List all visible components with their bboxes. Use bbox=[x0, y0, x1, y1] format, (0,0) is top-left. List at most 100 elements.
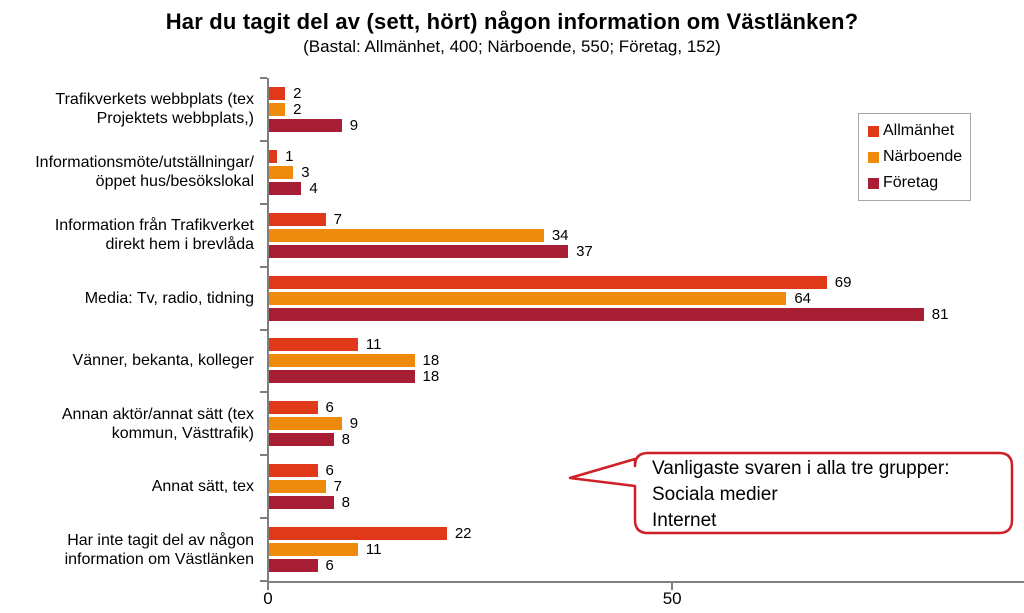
bar-row: 18 bbox=[269, 368, 1024, 386]
y-axis-tick bbox=[260, 265, 267, 268]
bar-Företag bbox=[269, 118, 342, 132]
bar-value-label: 9 bbox=[349, 415, 359, 433]
bar-Företag bbox=[269, 433, 334, 447]
x-axis-line bbox=[267, 581, 1024, 583]
callout-line: Vanligaste svaren i alla tre grupper: bbox=[652, 458, 950, 479]
category-label: Annat sätt, tex bbox=[151, 478, 254, 496]
bar-Allmänhet bbox=[269, 464, 318, 478]
bar-group: 11 18 18 bbox=[269, 330, 1024, 393]
bar-Företag bbox=[269, 181, 302, 195]
legend-swatch-icon bbox=[868, 151, 879, 163]
bar-value-label: 11 bbox=[365, 336, 382, 354]
bar-group: 22 11 6 bbox=[269, 518, 1024, 581]
legend-swatch-icon bbox=[868, 125, 879, 137]
bar-value-label: 18 bbox=[422, 368, 440, 386]
bar-value-label: 37 bbox=[576, 242, 593, 260]
bar-Allmänhet bbox=[269, 401, 318, 415]
legend-item: Allmänhet bbox=[868, 122, 970, 140]
bar-value-label: 64 bbox=[794, 289, 812, 307]
bar-row: 81 bbox=[269, 306, 1024, 323]
bar-row: 11 bbox=[269, 541, 1024, 558]
category-label: Trafikverkets webbplats (tex Projektets w… bbox=[55, 91, 254, 128]
bar-row: 4 bbox=[269, 179, 1024, 197]
y-axis-tick bbox=[260, 580, 267, 582]
bar-row: 18 bbox=[269, 352, 1024, 370]
bar-row: 2 bbox=[269, 84, 1024, 102]
category-axis-labels: Trafikverkets webbplats (tex Projektets w… bbox=[0, 78, 256, 581]
x-axis-tick-label: 0 bbox=[263, 589, 273, 608]
bar-value-label: 4 bbox=[309, 179, 318, 197]
bar-row: 6 bbox=[269, 557, 1024, 575]
bar-Allmänhet bbox=[269, 527, 447, 541]
bar-row: 37 bbox=[269, 242, 1024, 260]
legend-label: Företag bbox=[883, 174, 939, 191]
legend-label: Allmänhet bbox=[883, 122, 955, 139]
bar-value-label: 9 bbox=[349, 116, 359, 134]
x-axis-tick bbox=[267, 583, 269, 590]
bar-Allmänhet bbox=[269, 212, 326, 226]
bar-row: 22 bbox=[269, 525, 1024, 543]
bar-row: 7 bbox=[269, 478, 1024, 496]
bar-value-label: 34 bbox=[551, 226, 569, 244]
bar-row: 64 bbox=[269, 289, 1024, 307]
bar-value-label: 6 bbox=[325, 399, 334, 417]
bar-row: 7 bbox=[269, 210, 1024, 228]
bar-value-label: 8 bbox=[341, 494, 350, 512]
bar-Företag bbox=[269, 370, 415, 384]
bar-value-label: 1 bbox=[285, 147, 294, 165]
bar-row: 1 bbox=[269, 147, 1024, 165]
bar-row: 9 bbox=[269, 116, 1024, 134]
y-axis-tick bbox=[260, 139, 267, 142]
bar-Företag bbox=[269, 244, 569, 258]
legend-label: Närboende bbox=[883, 148, 963, 165]
bar-Närboende bbox=[269, 480, 326, 494]
category-label: Information från Trafikverket direkt hem … bbox=[54, 217, 254, 254]
bar-value-label: 69 bbox=[834, 273, 852, 291]
bar-row: 6 bbox=[269, 462, 1024, 479]
y-axis-tick bbox=[260, 454, 267, 457]
y-axis-tick bbox=[260, 517, 267, 520]
bar-Närboende bbox=[269, 291, 787, 305]
category-label: Har inte tagit del av någon information o… bbox=[64, 531, 254, 568]
bar-Närboende bbox=[269, 102, 286, 116]
y-axis-tick bbox=[260, 391, 267, 394]
bar-Närboende bbox=[269, 165, 294, 179]
x-axis-tick bbox=[671, 583, 674, 590]
callout-line: Sociala medier bbox=[652, 484, 778, 505]
bar-row: 69 bbox=[269, 273, 1024, 291]
bar-value-label: 8 bbox=[341, 431, 350, 449]
plot-area: 2 2 9 1 3 4 7 34 37 69 64 81 11 18 18 6 9 8 6 7 8 22 11 6 bbox=[269, 78, 1024, 581]
bar-Allmänhet bbox=[269, 338, 358, 352]
legend-swatch-icon bbox=[868, 177, 879, 189]
legend-item: Företag bbox=[868, 174, 970, 192]
x-axis-tick-label: 50 bbox=[662, 589, 682, 608]
category-label: Media: Tv, radio, tidning bbox=[84, 289, 254, 307]
bar-value-label: 22 bbox=[454, 525, 472, 543]
category-label: Vänner, bekanta, kolleger bbox=[72, 352, 254, 370]
bar-Närboende bbox=[269, 354, 415, 368]
y-axis-tick bbox=[260, 328, 267, 331]
bar-group: 7 34 37 bbox=[269, 204, 1024, 267]
callout-text: Vanligaste svaren i alla tre grupper: Soc… bbox=[652, 456, 949, 534]
category-label: Annan aktör/annat sätt (tex kommun, Västt… bbox=[61, 405, 254, 442]
bar-row: 34 bbox=[269, 226, 1024, 244]
bar-row: 3 bbox=[269, 164, 1024, 181]
y-axis-line bbox=[267, 78, 269, 583]
callout-line: Internet bbox=[652, 510, 717, 531]
bar-Närboende bbox=[269, 543, 358, 557]
bar-Allmänhet bbox=[269, 149, 278, 163]
bar-row: 2 bbox=[269, 100, 1024, 118]
bar-value-label: 7 bbox=[333, 478, 342, 496]
bar-value-label: 18 bbox=[422, 352, 440, 370]
bar-value-label: 2 bbox=[293, 84, 302, 102]
bar-group: 69 64 81 bbox=[269, 267, 1024, 330]
bar-value-label: 7 bbox=[333, 210, 342, 228]
bar-Allmänhet bbox=[269, 275, 827, 289]
bar-Företag bbox=[269, 307, 924, 321]
bar-value-label: 2 bbox=[293, 100, 302, 118]
bar-value-label: 6 bbox=[325, 557, 334, 575]
